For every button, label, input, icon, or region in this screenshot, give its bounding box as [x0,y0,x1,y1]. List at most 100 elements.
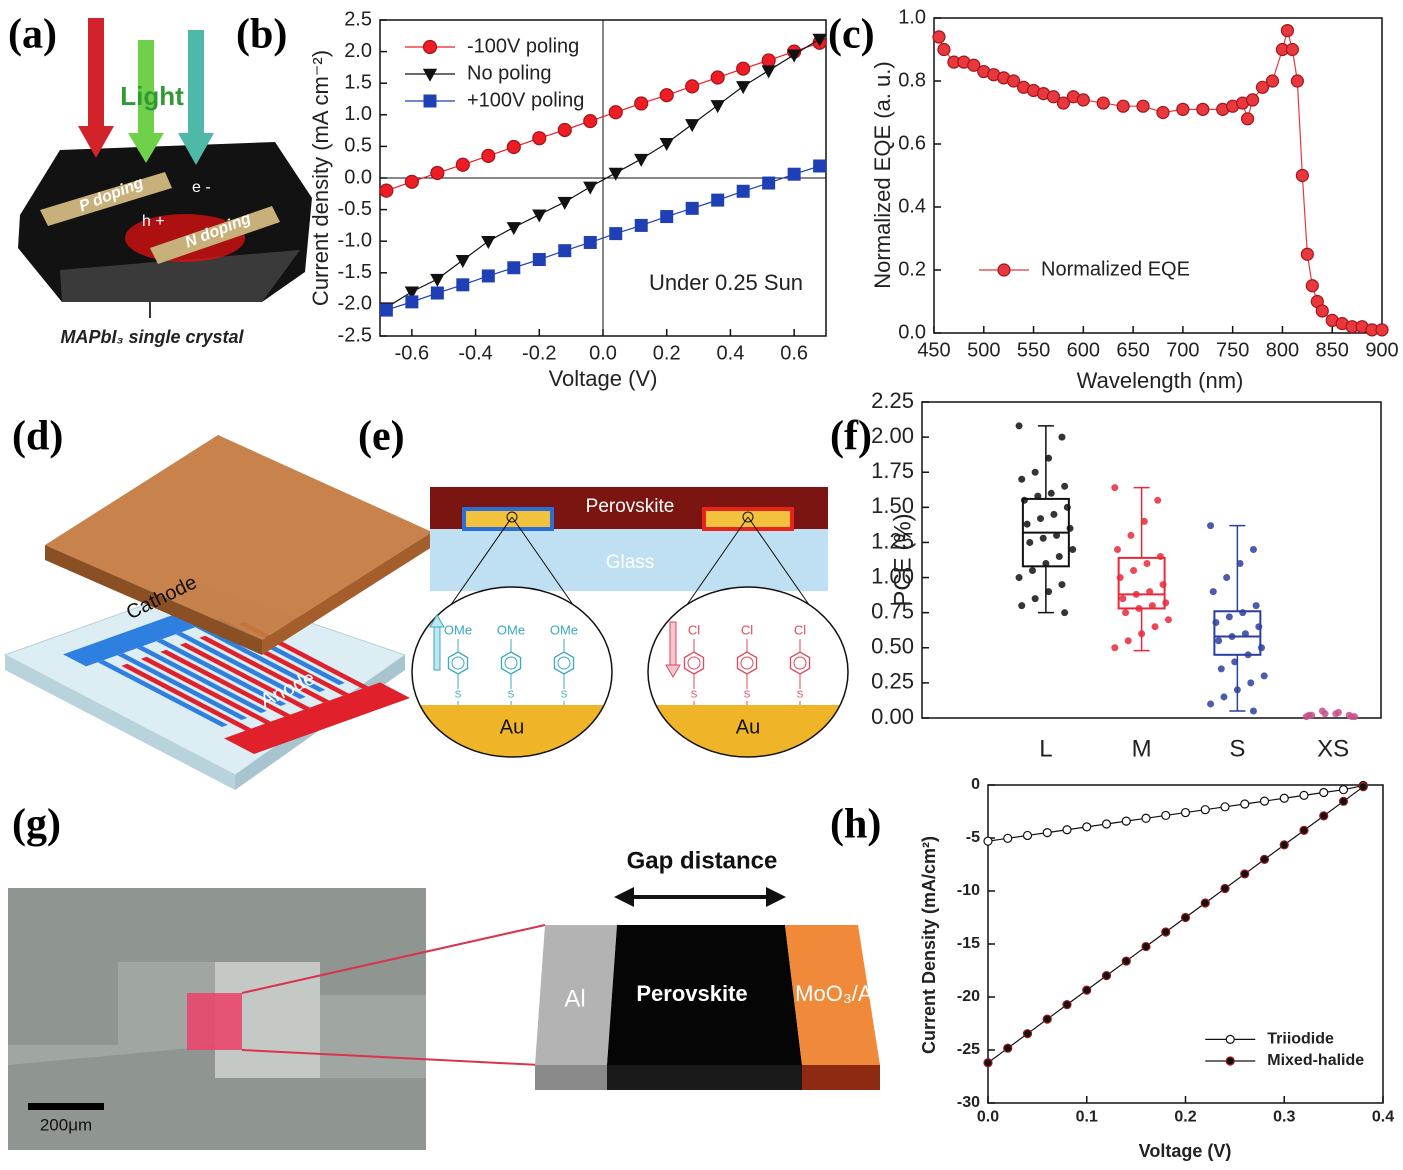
data-point [659,138,674,152]
y-tick-label: -25 [957,1041,980,1058]
data-point [1255,80,1270,94]
data-point [1022,1029,1033,1039]
electrode [63,612,204,667]
data-point [1062,1000,1072,1010]
gap-arrow [614,887,634,907]
data-point [1258,644,1266,652]
light-arrow [78,126,114,158]
group-label: Cl [688,622,700,637]
channel-label: Perovskite [636,981,747,1006]
data-point [1209,588,1217,596]
data-point [1076,93,1090,107]
data-point [634,218,648,232]
x-tick-label: 0.3 [1273,1109,1295,1126]
annotation: Under 0.25 Sun [649,270,803,295]
data-point [1046,90,1061,104]
data-point [430,165,445,181]
perovskite-channel [607,925,802,1065]
data-point [455,157,470,172]
zoom-outline [411,586,613,758]
p-electrode [40,172,172,226]
data-point [1062,825,1072,835]
legend-label: +100V poling [467,89,584,111]
light-arrow [188,30,204,135]
data-point [1018,602,1026,610]
data-point [1162,599,1170,607]
y-axis-label: Normalized EQE (a. u.) [870,61,895,288]
data-point [1176,102,1190,116]
y-axis-label: Current density (mA cm⁻²) [308,50,333,306]
data-point [1096,96,1110,110]
data-point [736,184,750,198]
data-point [1124,637,1132,645]
x-tick-label: -0.2 [522,342,556,364]
data-point [608,167,623,181]
legend-marker [422,68,438,82]
data-point [1241,630,1249,638]
data-point [1236,560,1244,568]
panel-label: (b) [236,12,287,58]
linker-label: S [744,690,751,701]
dipole-arrow [669,621,677,668]
x-tick-label: 800 [1266,339,1299,361]
y-tick-label: 1.5 [344,71,372,93]
x-tick-label: S [1229,735,1245,762]
data-point [1121,956,1131,966]
legend-marker [997,263,1011,277]
light-arrow [88,18,104,128]
y-tick-label: 0.25 [871,669,914,694]
data-point [787,167,801,181]
data-point [430,273,445,287]
zoom-point [742,511,754,523]
y-tick-label: 1.0 [344,103,372,125]
electrode [702,507,794,531]
electrode [121,663,252,731]
data-point [1026,538,1034,546]
data-point [1252,602,1260,610]
data-point [1082,985,1092,995]
data-point [660,210,674,224]
y-tick-label: -30 [957,1094,980,1111]
data-point [1217,665,1225,673]
data-point [1061,609,1069,617]
x-tick-label: 0.4 [1372,1109,1394,1126]
electrode [175,632,306,699]
data-point [1156,105,1170,120]
x-tick-label: XS [1317,735,1349,762]
data-point [1156,552,1164,560]
data-point [1082,822,1092,832]
data-point [937,42,951,57]
data-point [710,100,725,114]
x-tick-label: 0.4 [717,342,745,364]
data-point [1279,840,1289,850]
data-point [1031,468,1039,476]
data-point [1161,927,1171,937]
x-tick-label: 0.1 [1076,1109,1098,1126]
data-point [1148,602,1156,610]
x-tick-label: 550 [1017,339,1050,361]
data-point [1141,813,1151,823]
electrode [462,507,554,531]
linker-label: S [797,690,804,701]
data-point [1220,883,1230,894]
data-point [685,79,700,94]
data-point [761,53,776,68]
legend-label: -100V poling [467,35,579,57]
x-tick-label: 500 [967,339,1000,361]
data-point [1200,898,1210,908]
moo3-label: MoO₃/Au [795,981,885,1006]
data-point [583,181,598,195]
substrate-side [5,655,235,790]
panel-label: (h) [830,802,881,848]
y-tick-label: 1.00 [871,563,914,588]
data-point [1358,782,1368,792]
legend-marker [422,39,438,55]
data-point [1315,304,1329,318]
y-tick-label: -20 [957,988,980,1005]
data-point [1196,102,1210,116]
data-point [404,286,420,300]
data-point [1260,672,1268,680]
data-point [481,148,496,163]
x-tick-label: 650 [1116,339,1149,361]
x-tick-label: 450 [917,339,950,361]
